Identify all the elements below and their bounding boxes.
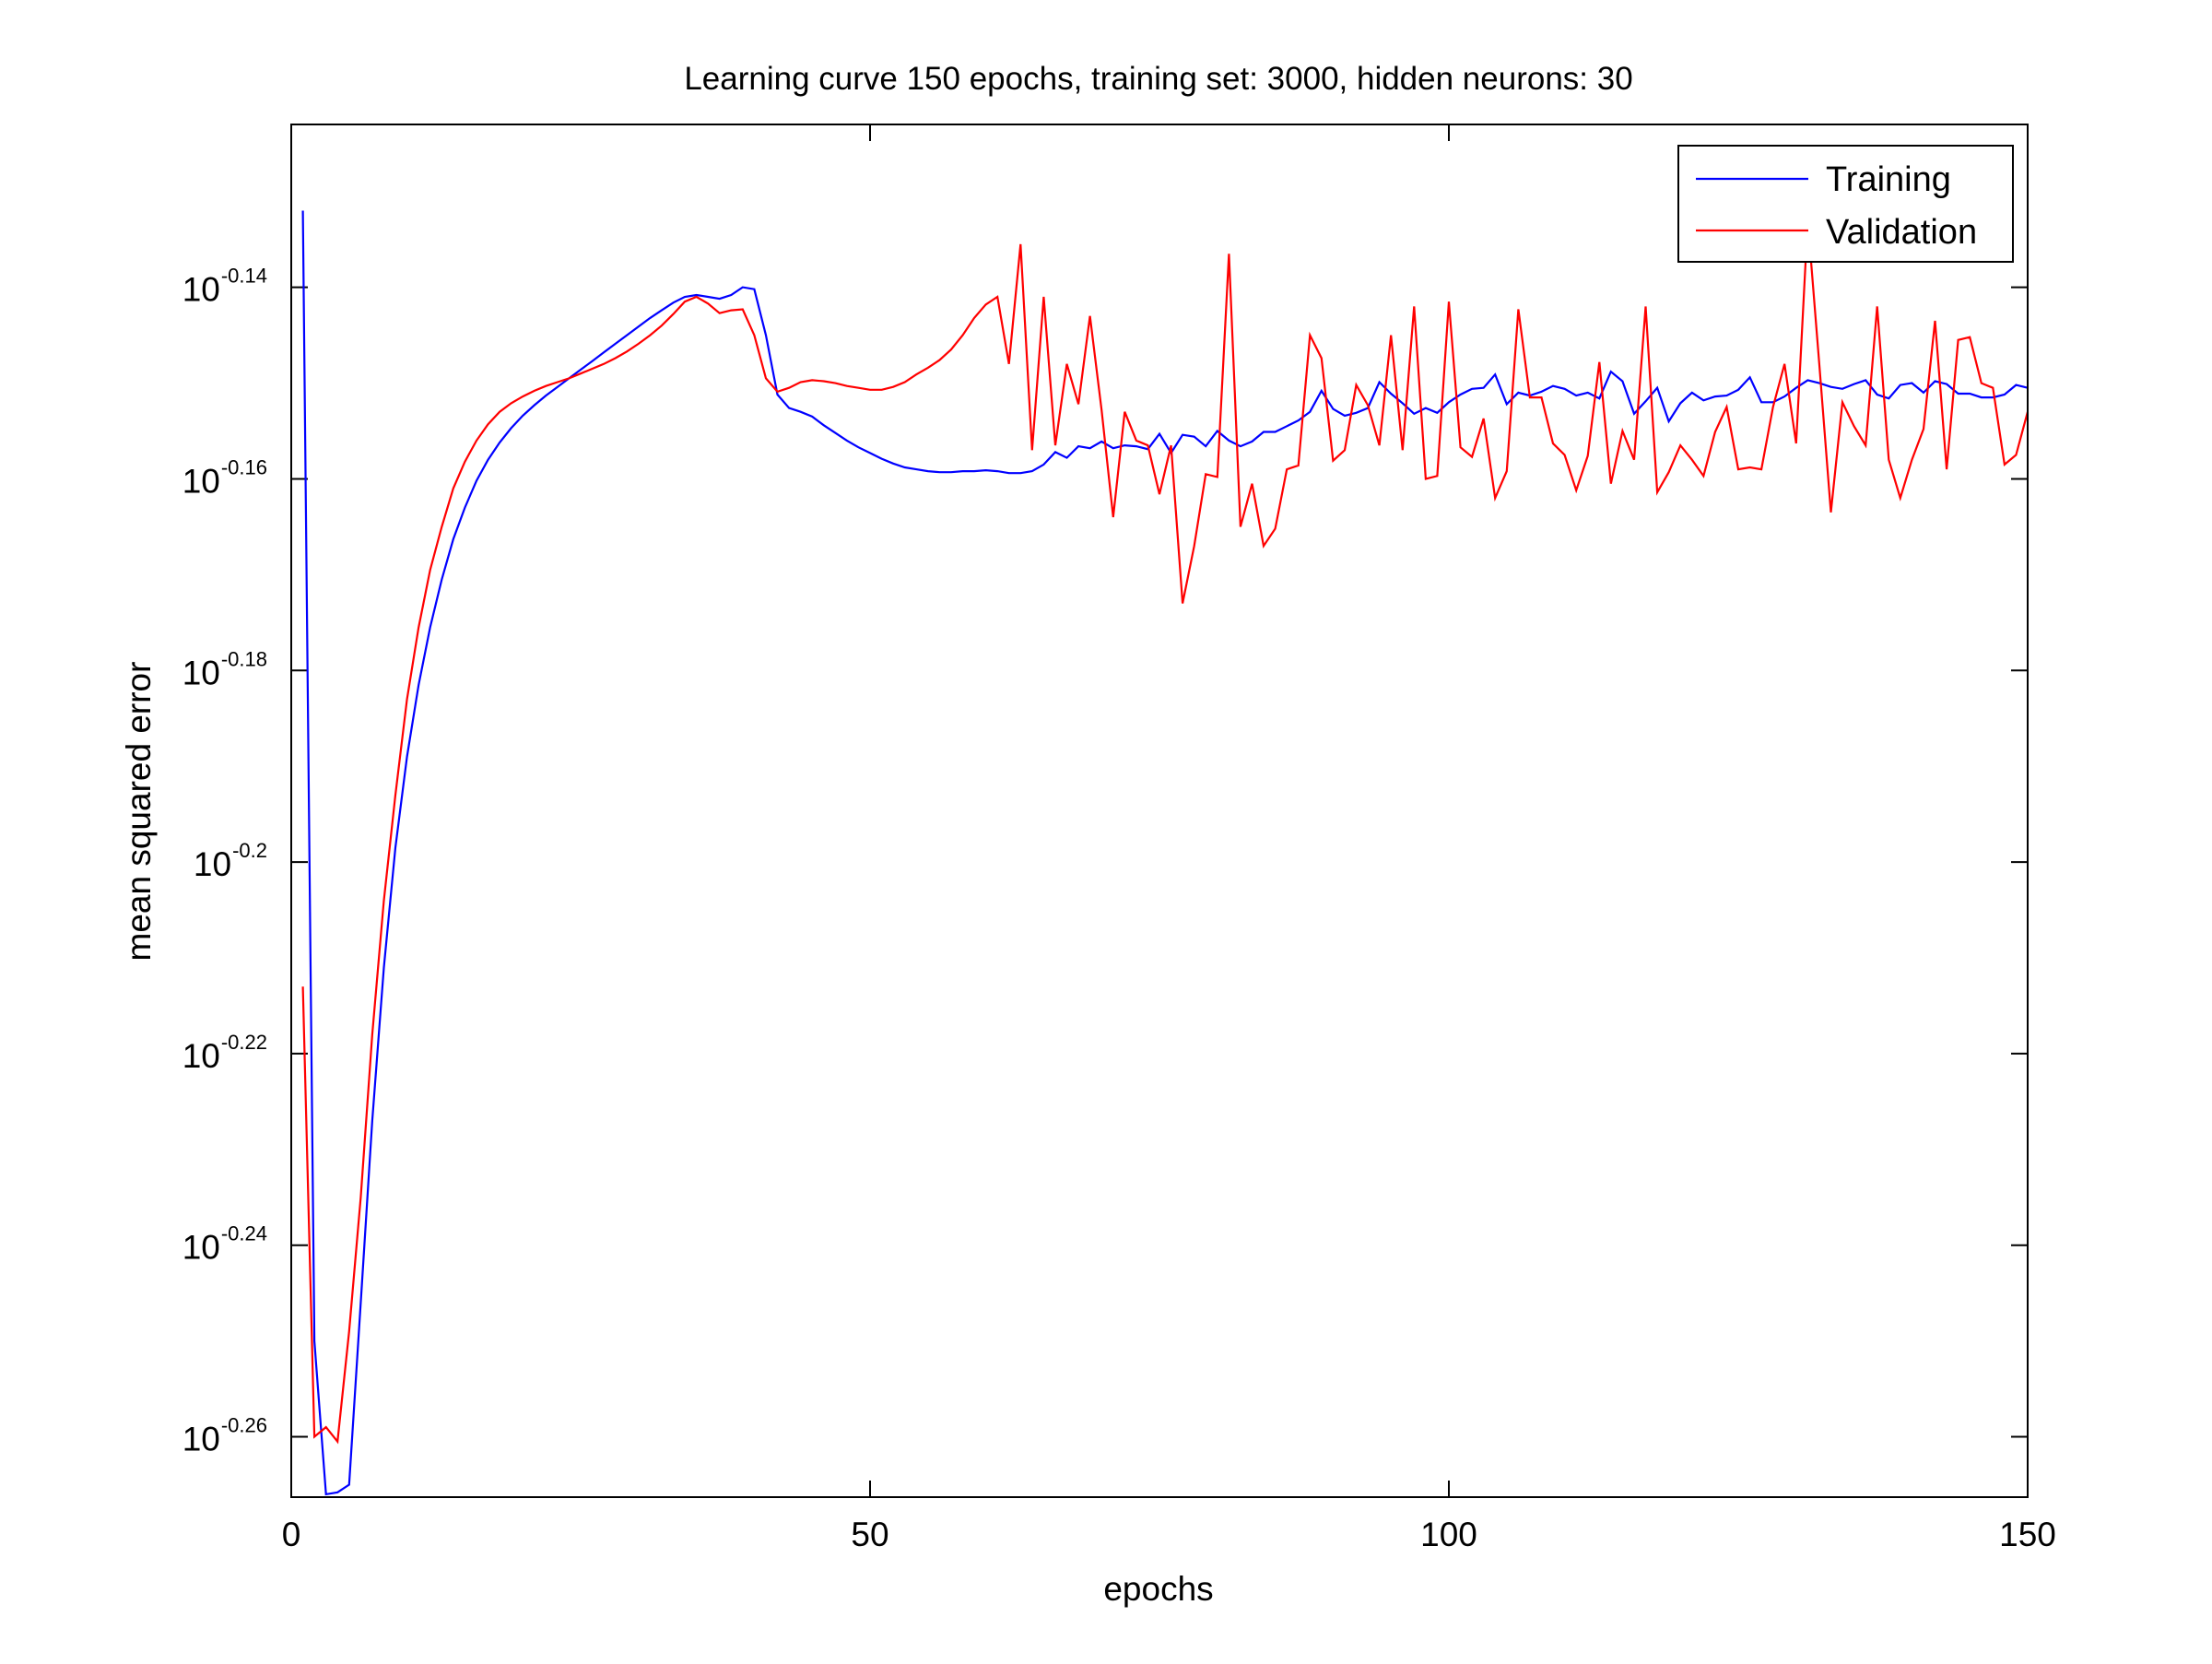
y-tick-label-exponent: -0.18 <box>221 647 267 670</box>
x-tick-label: 50 <box>851 1516 888 1553</box>
legend-label-validation: Validation <box>1826 213 1977 252</box>
y-tick-label-exponent: -0.24 <box>221 1222 267 1245</box>
y-axis-label: mean squared error <box>120 662 158 962</box>
x-axis-label: epochs <box>1103 1570 1213 1608</box>
y-tick-label-base: 10 <box>182 1229 220 1267</box>
legend-label-training: Training <box>1826 160 1951 199</box>
y-tick-label-base: 10 <box>182 462 220 500</box>
y-tick-label-exponent: -0.16 <box>221 455 267 478</box>
y-tick-label-base: 10 <box>182 1421 220 1458</box>
plot-frame <box>290 124 2029 1498</box>
y-tick-label-exponent: -0.22 <box>221 1031 267 1054</box>
x-tick-label: 0 <box>282 1516 301 1553</box>
y-tick-label-exponent: -0.2 <box>232 839 267 862</box>
legend: Training Validation <box>1677 145 2014 263</box>
x-ticks: 0 50 100 150 <box>282 124 2056 1553</box>
x-tick-label: 100 <box>1420 1516 1477 1553</box>
chart-title: Learning curve 150 epochs, training set:… <box>684 61 1632 97</box>
legend-box <box>1677 145 2014 263</box>
series-line-training <box>301 210 2029 1496</box>
series-line-validation <box>301 219 2030 1445</box>
y-tick-label-base: 10 <box>182 271 220 309</box>
y-tick-label-exponent: -0.26 <box>221 1414 267 1437</box>
x-tick-label: 150 <box>1999 1516 2056 1553</box>
series-layer <box>301 210 2030 1496</box>
y-tick-label-base: 10 <box>182 1037 220 1075</box>
y-tick-label-base: 10 <box>194 845 231 883</box>
plot-area <box>291 124 2028 1497</box>
y-tick-label-base: 10 <box>182 654 220 691</box>
y-tick-label-exponent: -0.14 <box>221 265 267 288</box>
